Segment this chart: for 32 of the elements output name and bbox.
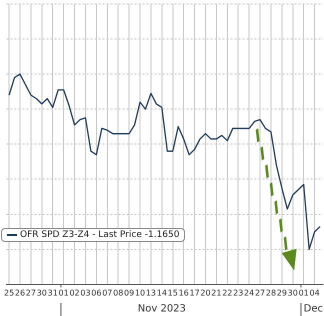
x-tick-label: 22 (222, 288, 232, 298)
x-tick-label: 23 (233, 288, 244, 298)
x-tick-label: 30 (288, 288, 298, 298)
x-tick-label: 27 (26, 288, 36, 298)
text: Dec (304, 304, 324, 315)
x-tick-label: 13 (146, 288, 156, 298)
x-tick-label: 10 (134, 288, 146, 298)
x-tick-label: 06 (91, 288, 102, 298)
x-tick-label: 28 (266, 288, 276, 298)
x-tick-label: 03 (80, 288, 91, 298)
x-tick-label: 02 (69, 288, 80, 298)
x-tick-label: 09 (124, 288, 134, 298)
x-tick-label: 17 (189, 288, 200, 298)
x-tick-label: 29 (276, 288, 287, 298)
x-tick-label: 24 (244, 288, 254, 298)
legend-label: OFR SPD Z3-Z4 - Last Price -1.1650 (20, 230, 180, 240)
x-tick-label: 07 (102, 288, 112, 298)
x-tick-label: 01 (58, 288, 69, 298)
x-tick-label: 30 (36, 288, 47, 298)
x-tick-label: 27 (254, 288, 266, 298)
text: Nov 2023 (138, 304, 186, 315)
x-tick-label: 01 (298, 288, 309, 298)
x-tick-label: 08 (113, 288, 124, 298)
x-tick-label: 14 (156, 288, 167, 298)
x-tick-label: 16 (178, 288, 189, 298)
x-tick-label: 15 (168, 288, 178, 298)
x-tick-label: 25 (4, 288, 14, 298)
x-tick-label: 04 (310, 288, 320, 298)
x-tick-label: 31 (48, 288, 58, 298)
x-tick-label: 21 (211, 288, 222, 298)
x-tick-label: 26 (14, 288, 26, 298)
x-tick-label: 20 (200, 288, 211, 298)
